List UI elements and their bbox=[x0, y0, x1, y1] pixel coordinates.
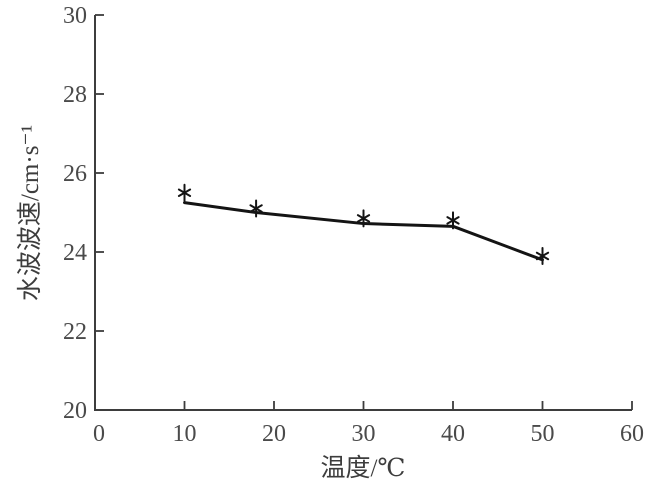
data-point-asterisk-marker bbox=[177, 188, 192, 197]
y-tick-label: 24 bbox=[63, 240, 87, 266]
data-point-asterisk-marker bbox=[249, 204, 263, 213]
data-point-asterisk-marker bbox=[446, 216, 460, 225]
plot-area: 20 22 24 26 28 30 0 10 20 30 40 50 60 bbox=[63, 3, 644, 447]
x-tick-label: 40 bbox=[441, 421, 465, 447]
x-tick-label: 0 bbox=[93, 421, 105, 447]
y-tick-label: 22 bbox=[63, 319, 87, 345]
x-tick-label: 10 bbox=[173, 421, 197, 447]
data-point-asterisk-marker bbox=[535, 251, 550, 261]
y-axis-title: 水波波速/cm·s⁻¹ bbox=[16, 125, 44, 301]
x-tick-label: 50 bbox=[531, 421, 555, 447]
x-tick-label: 20 bbox=[262, 421, 286, 447]
data-point-asterisk-marker bbox=[356, 214, 371, 223]
y-tick-label: 20 bbox=[63, 398, 87, 424]
x-axis-title: 温度/℃ bbox=[321, 454, 406, 482]
y-tick-label: 28 bbox=[63, 82, 87, 108]
y-tick-label: 26 bbox=[63, 161, 87, 187]
x-tick-label: 30 bbox=[352, 421, 376, 447]
y-tick-label: 30 bbox=[63, 3, 87, 29]
x-tick-label: 60 bbox=[620, 421, 644, 447]
